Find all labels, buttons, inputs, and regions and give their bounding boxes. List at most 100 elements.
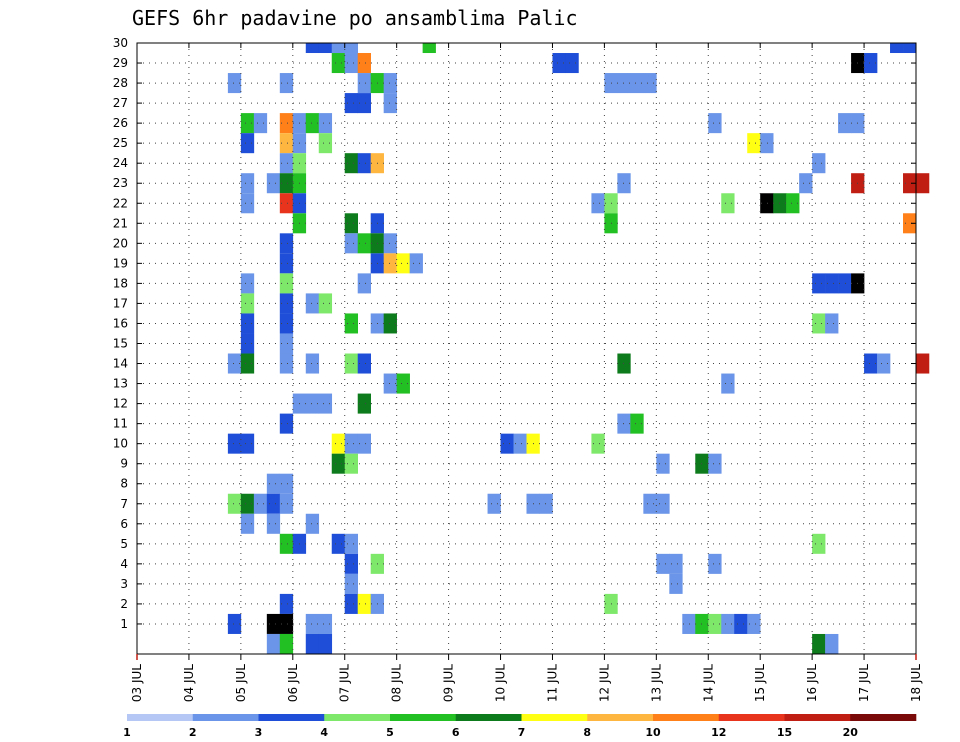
legend-label: 1 [123, 726, 131, 739]
heatmap-cell [903, 213, 917, 234]
heatmap-cell [240, 133, 255, 154]
heatmap-cell [669, 553, 683, 574]
y-tick-label: 3 [120, 577, 128, 591]
heatmap-cell [240, 353, 255, 374]
heatmap-cell [266, 633, 281, 654]
heatmap-cell [331, 53, 346, 74]
heatmap-cell [279, 193, 294, 214]
heatmap-cell [331, 433, 346, 454]
y-tick-label: 26 [113, 116, 128, 130]
legend-swatch [127, 714, 194, 721]
legend-label: 12 [711, 726, 726, 739]
heatmap-cell [539, 493, 553, 514]
legend-label: 6 [452, 726, 460, 739]
heatmap-cell [279, 253, 294, 274]
legend-swatch [455, 714, 522, 721]
heatmap-cell [305, 393, 320, 414]
heatmap-cell [305, 613, 320, 634]
legend-swatch [850, 714, 917, 721]
x-tick-label: 14 JUL [701, 664, 715, 702]
heatmap-cell [643, 493, 657, 514]
heatmap-cell [305, 113, 320, 134]
heatmap-cell [331, 533, 346, 554]
y-tick-label: 24 [113, 156, 128, 170]
heatmap-cell [318, 633, 333, 654]
heatmap-cell [279, 153, 294, 174]
heatmap-cell [344, 93, 359, 114]
heatmap-cell [344, 53, 359, 74]
heatmap-cell [890, 43, 904, 54]
heatmap-cell [708, 113, 722, 134]
legend-swatch [784, 714, 851, 721]
heatmap-cell [357, 233, 371, 254]
legend-label: 8 [583, 726, 591, 739]
heatmap-cell [838, 113, 852, 134]
heatmap-cell [266, 513, 281, 534]
heatmap-cell [240, 273, 255, 294]
heatmap-cell [916, 353, 930, 374]
x-tick-label: 12 JUL [597, 664, 611, 702]
heatmap-cell [721, 373, 735, 394]
heatmap-cell [799, 173, 813, 194]
heatmap-cell [708, 553, 722, 574]
heatmap-cell [318, 43, 333, 54]
heatmap-cell [240, 433, 255, 454]
heatmap-cell [344, 233, 359, 254]
legend-swatch [324, 714, 391, 721]
heatmap-cell [630, 73, 644, 94]
heatmap-cell [812, 633, 826, 654]
heatmap-cell [760, 193, 774, 214]
heatmap-cell [253, 113, 268, 134]
heatmap-cell [825, 633, 839, 654]
heatmap-cell [240, 113, 255, 134]
legend-swatch [587, 714, 654, 721]
x-tick-label: 03 JUL [130, 664, 144, 702]
heatmap-cell [591, 433, 605, 454]
heatmap-cell [305, 633, 320, 654]
y-tick-label: 6 [120, 517, 128, 531]
heatmap-cell [279, 293, 294, 314]
y-tick-label: 27 [113, 96, 128, 110]
heatmap-cell [812, 313, 826, 334]
legend-label: 7 [518, 726, 526, 739]
y-tick-label: 20 [113, 236, 128, 250]
legend: 1 2 3 4 5 6 7 8 10 12 15 20 [123, 714, 917, 739]
legend-label: 4 [320, 726, 328, 739]
heatmap-cell [825, 313, 839, 334]
y-tick-label: 18 [113, 276, 128, 290]
heatmap-cell [240, 173, 255, 194]
heatmap-cell [240, 293, 255, 314]
heatmap-cell [279, 133, 294, 154]
heatmap-cell [864, 353, 878, 374]
heatmap-cell [357, 393, 371, 414]
legend-label: 20 [843, 726, 859, 739]
heatmap-cell [383, 233, 397, 254]
legend-swatch [653, 714, 720, 721]
heatmap-cell [864, 53, 878, 74]
y-tick-label: 23 [113, 176, 128, 190]
y-tick-label: 13 [113, 377, 128, 391]
heatmap-cell [617, 353, 631, 374]
heatmap-cell [318, 393, 333, 414]
heatmap-cell [344, 313, 359, 334]
heatmap-cell [305, 43, 320, 54]
heatmap-cell [617, 173, 631, 194]
heatmap-cell [383, 93, 397, 114]
x-tick-label: 13 JUL [649, 664, 663, 702]
y-tick-label: 7 [120, 497, 128, 511]
legend-label: 3 [255, 726, 263, 739]
heatmap-cell [227, 613, 242, 634]
heatmap-cell [682, 613, 696, 634]
y-tick-label: 4 [120, 557, 128, 571]
heatmap-cell [240, 493, 255, 514]
heatmap-cell [708, 613, 722, 634]
y-tick-label: 19 [113, 256, 128, 270]
heatmap-cell [396, 373, 410, 394]
heatmap-cell [357, 93, 371, 114]
y-tick-label: 15 [113, 336, 128, 350]
heatmap-cell [825, 273, 839, 294]
heatmap-cell [344, 593, 359, 614]
x-tick-label: 15 JUL [753, 664, 767, 702]
heatmap-cell [266, 173, 281, 194]
heatmap-cell [656, 453, 670, 474]
